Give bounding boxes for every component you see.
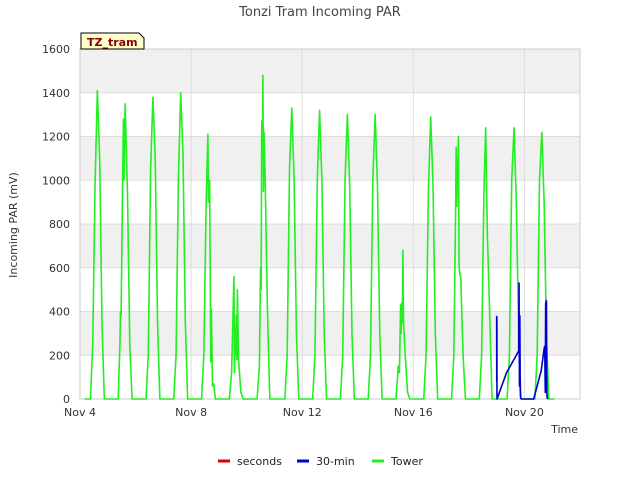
series-line-30-min — [495, 282, 549, 400]
station-badge: TZ_tram — [80, 32, 145, 50]
x-axis-label: Time — [550, 423, 578, 436]
x-tick-label: Nov 12 — [283, 406, 322, 419]
y-axis-label: Incoming PAR (mV) — [7, 172, 20, 278]
y-tick-label: 0 — [63, 393, 70, 406]
legend: seconds 30-min Tower — [218, 455, 423, 468]
y-tick-label: 200 — [49, 349, 70, 362]
y-tick-label: 400 — [49, 306, 70, 319]
y-axis-ticks: 0 200 400 600 800 1000 1200 1400 1600 — [42, 43, 70, 406]
x-tick-label: Nov 4 — [64, 406, 96, 419]
x-axis-ticks: Nov 4 Nov 8 Nov 12 Nov 16 Nov 20 — [64, 406, 544, 419]
badge-box — [80, 32, 145, 50]
y-tick-label: 1600 — [42, 43, 70, 56]
y-tick-label: 1200 — [42, 131, 70, 144]
x-tick-label: Nov 16 — [394, 406, 433, 419]
y-tick-label: 1000 — [42, 174, 70, 187]
plot-band — [80, 49, 580, 93]
x-tick-label: Nov 8 — [175, 406, 207, 419]
legend-label-tower: Tower — [390, 455, 423, 468]
series-lines — [84, 74, 555, 400]
plot-band — [80, 224, 580, 268]
y-tick-label: 800 — [49, 218, 70, 231]
x-tick-label: Nov 20 — [505, 406, 544, 419]
chart-title: Tonzi Tram Incoming PAR — [238, 5, 401, 20]
legend-label-30-min: 30-min — [316, 455, 355, 468]
y-tick-label: 600 — [49, 262, 70, 275]
legend-label-seconds: seconds — [237, 455, 282, 468]
y-tick-label: 1400 — [42, 87, 70, 100]
badge-label: TZ_tram — [87, 36, 138, 49]
series-line-tower — [84, 74, 555, 400]
plot-band — [80, 311, 580, 356]
plot-band — [80, 136, 580, 181]
